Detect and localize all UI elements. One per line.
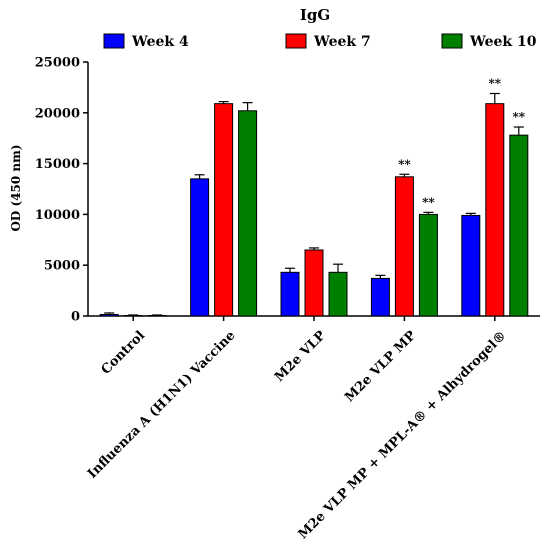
x-tick-label: M2e VLP: [272, 328, 329, 385]
bar-1-1: [99, 313, 119, 317]
y-tick-label: 5000: [44, 259, 80, 274]
x-tick-label: Control: [99, 328, 148, 377]
y-tick-label: 10000: [35, 208, 80, 223]
y-tick-label: 0: [71, 310, 80, 325]
bar-3-5: [509, 134, 529, 317]
x-tick-label: M2e VLP MP: [342, 328, 419, 405]
significance-marker: **: [422, 195, 435, 209]
legend-label-3: Week 10: [469, 34, 537, 50]
bar-3-3: [328, 271, 348, 317]
bar-2-2: [214, 103, 234, 317]
x-tick-label: Influenza A (H1N1) Vaccine: [85, 328, 238, 481]
bars: ** ** ** **: [99, 76, 529, 317]
bar-3-2: [238, 110, 258, 317]
y-tick-label: 25000: [35, 56, 80, 71]
bar-1-2: [190, 178, 210, 317]
significance-marker: **: [489, 76, 502, 90]
bar-1-3: [280, 271, 300, 317]
bar-3-4: [418, 213, 438, 317]
chart-title: IgG: [300, 6, 330, 24]
legend-swatch-1: [103, 33, 125, 49]
y-axis: 0 5000 10000 15000 20000 25000: [35, 56, 89, 325]
significance-marker: **: [513, 110, 526, 124]
x-axis: [88, 315, 540, 321]
bar-2-4: [394, 176, 414, 317]
bar-1-4: [370, 277, 390, 317]
bar-1-5: [461, 214, 481, 317]
bar-2-3: [304, 249, 324, 317]
legend-swatch-2: [285, 33, 307, 49]
legend-label-1: Week 4: [131, 34, 189, 50]
legend: Week 4 Week 7 Week 10: [103, 33, 537, 50]
y-tick-label: 20000: [35, 106, 80, 121]
x-tick-label: M2e VLP MP + MPL-A® + Alhydrogel®: [296, 328, 510, 542]
legend-swatch-3: [441, 33, 463, 49]
significance-marker: **: [398, 157, 411, 171]
y-tick-label: 15000: [35, 157, 80, 172]
bar-2-5: [485, 103, 505, 317]
y-axis-label: OD (450 nm): [9, 144, 23, 231]
legend-label-2: Week 7: [313, 34, 371, 50]
